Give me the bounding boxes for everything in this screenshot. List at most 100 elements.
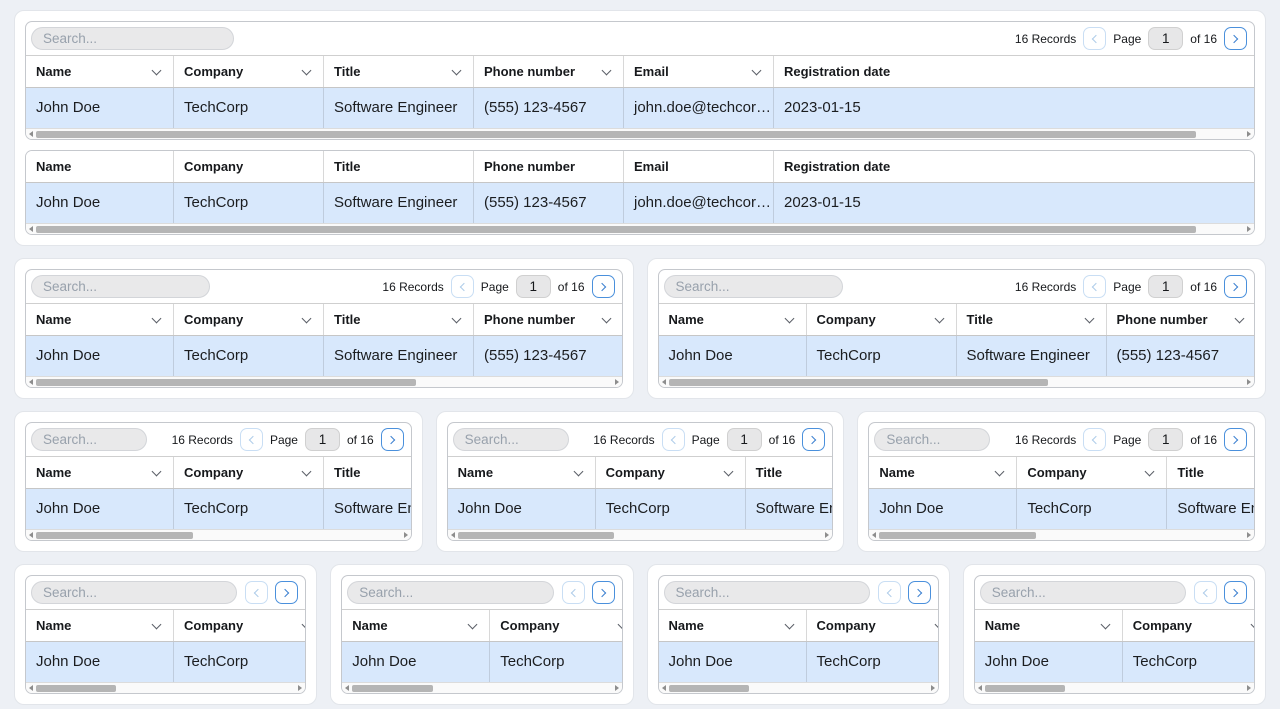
horizontal-scrollbar[interactable]	[974, 682, 1254, 693]
scroll-right-arrow-icon[interactable]	[403, 532, 408, 538]
prev-page-button[interactable]	[450, 275, 474, 298]
table-row-selected[interactable]: John Doe TechCorp Software Engineer (555…	[26, 489, 411, 529]
search-input[interactable]	[31, 581, 238, 604]
column-header-company[interactable]: Company	[490, 610, 622, 641]
column-header-title[interactable]: Title	[324, 457, 411, 488]
next-page-button[interactable]	[1224, 581, 1247, 604]
scrollbar-track[interactable]	[879, 531, 1244, 539]
next-page-button[interactable]	[591, 275, 615, 298]
scrollbar-track[interactable]	[36, 225, 1244, 233]
horizontal-scrollbar[interactable]	[26, 682, 306, 693]
scrollbar-thumb[interactable]	[352, 684, 433, 692]
column-header-email[interactable]: Email	[624, 151, 774, 182]
table-row-selected[interactable]: John Doe TechCorp Software Engineer (555…	[658, 336, 1254, 376]
search-input[interactable]	[874, 428, 991, 451]
column-header-title[interactable]: Title	[324, 304, 474, 335]
page-number-input[interactable]	[1148, 27, 1184, 50]
prev-page-button[interactable]	[661, 428, 685, 451]
scroll-left-arrow-icon[interactable]	[29, 685, 33, 691]
prev-page-button[interactable]	[877, 581, 901, 604]
horizontal-scrollbar[interactable]	[869, 529, 1255, 540]
next-page-button[interactable]	[591, 581, 615, 604]
horizontal-scrollbar[interactable]	[658, 682, 938, 693]
column-header-email[interactable]: Email	[624, 56, 774, 87]
table-row-selected[interactable]: John Doe TechCorp Software Engineer (555…	[658, 642, 938, 682]
next-page-button[interactable]	[907, 581, 931, 604]
scrollbar-track[interactable]	[457, 531, 823, 539]
column-header-registration-date[interactable]: Registration date	[774, 56, 1254, 87]
scrollbar-track[interactable]	[36, 684, 295, 692]
scrollbar-thumb[interactable]	[668, 378, 1049, 386]
column-header-name[interactable]: Name	[26, 56, 174, 87]
scrollbar-thumb[interactable]	[36, 130, 1196, 138]
column-header-company[interactable]: Company	[174, 304, 324, 335]
next-page-button[interactable]	[1224, 275, 1247, 298]
table-row-selected[interactable]: John Doe TechCorp Software Engineer (555…	[869, 489, 1255, 529]
column-header-title[interactable]: Title	[746, 457, 833, 488]
page-number-input[interactable]	[304, 428, 340, 451]
horizontal-scrollbar[interactable]	[26, 128, 1254, 139]
column-header-company[interactable]: Company	[174, 151, 324, 182]
horizontal-scrollbar[interactable]	[447, 529, 833, 540]
column-header-name[interactable]: Name	[26, 304, 174, 335]
scroll-left-arrow-icon[interactable]	[977, 685, 982, 691]
scrollbar-thumb[interactable]	[668, 684, 749, 692]
column-header-name[interactable]: Name	[659, 610, 807, 641]
search-input[interactable]	[663, 581, 870, 604]
scroll-left-arrow-icon[interactable]	[345, 685, 350, 691]
column-header-name[interactable]: Name	[26, 151, 174, 182]
next-page-button[interactable]	[275, 581, 299, 604]
scroll-left-arrow-icon[interactable]	[661, 685, 666, 691]
scrollbar-thumb[interactable]	[457, 531, 615, 539]
scroll-left-arrow-icon[interactable]	[29, 226, 33, 232]
table-row-selected[interactable]: John Doe TechCorp Software Engineer (555…	[974, 642, 1254, 682]
scroll-left-arrow-icon[interactable]	[29, 532, 33, 538]
column-header-phone[interactable]: Phone number	[474, 304, 622, 335]
column-header-company[interactable]: Company	[174, 610, 306, 641]
scroll-right-arrow-icon[interactable]	[614, 379, 619, 385]
scrollbar-track[interactable]	[36, 130, 1244, 138]
column-header-registration-date[interactable]: Registration date	[774, 151, 1254, 182]
scrollbar-thumb[interactable]	[36, 225, 1196, 233]
scrollbar-track[interactable]	[984, 684, 1244, 692]
column-header-name[interactable]: Name	[869, 457, 1018, 488]
page-number-input[interactable]	[1148, 275, 1184, 298]
scrollbar-track[interactable]	[668, 684, 928, 692]
scrollbar-thumb[interactable]	[36, 684, 117, 692]
column-header-company[interactable]: Company	[1017, 457, 1168, 488]
horizontal-scrollbar[interactable]	[26, 223, 1254, 234]
scrollbar-thumb[interactable]	[36, 378, 416, 386]
scroll-left-arrow-icon[interactable]	[29, 131, 33, 137]
table-row-selected[interactable]: John Doe TechCorp Software Engineer (555…	[26, 88, 1254, 128]
scroll-right-arrow-icon[interactable]	[930, 685, 935, 691]
scrollbar-track[interactable]	[352, 684, 611, 692]
column-header-name[interactable]: Name	[448, 457, 596, 488]
column-header-title[interactable]: Title	[957, 304, 1107, 335]
column-header-name[interactable]: Name	[26, 457, 174, 488]
search-input[interactable]	[347, 581, 554, 604]
scrollbar-thumb[interactable]	[879, 531, 1037, 539]
scrollbar-thumb[interactable]	[36, 531, 193, 539]
column-header-title[interactable]: Title	[1167, 457, 1254, 488]
table-row-selected[interactable]: John Doe TechCorp Software Engineer (555…	[447, 489, 833, 529]
column-header-name[interactable]: Name	[342, 610, 491, 641]
next-page-button[interactable]	[380, 428, 404, 451]
horizontal-scrollbar[interactable]	[26, 529, 411, 540]
prev-page-button[interactable]	[1194, 581, 1217, 604]
column-header-company[interactable]: Company	[596, 457, 746, 488]
search-input[interactable]	[31, 27, 234, 50]
scrollbar-track[interactable]	[668, 378, 1245, 386]
scroll-right-arrow-icon[interactable]	[1247, 685, 1251, 691]
column-header-name[interactable]: Name	[975, 610, 1123, 641]
table-row-selected[interactable]: John Doe TechCorp Software Engineer (555…	[342, 642, 622, 682]
page-number-input[interactable]	[726, 428, 762, 451]
prev-page-button[interactable]	[239, 428, 263, 451]
column-header-company[interactable]: Company	[174, 56, 324, 87]
scroll-right-arrow-icon[interactable]	[614, 685, 619, 691]
search-input[interactable]	[452, 428, 569, 451]
prev-page-button[interactable]	[1083, 27, 1107, 50]
page-number-input[interactable]	[515, 275, 551, 298]
scroll-left-arrow-icon[interactable]	[872, 532, 877, 538]
scroll-left-arrow-icon[interactable]	[661, 379, 666, 385]
scrollbar-track[interactable]	[36, 378, 612, 386]
